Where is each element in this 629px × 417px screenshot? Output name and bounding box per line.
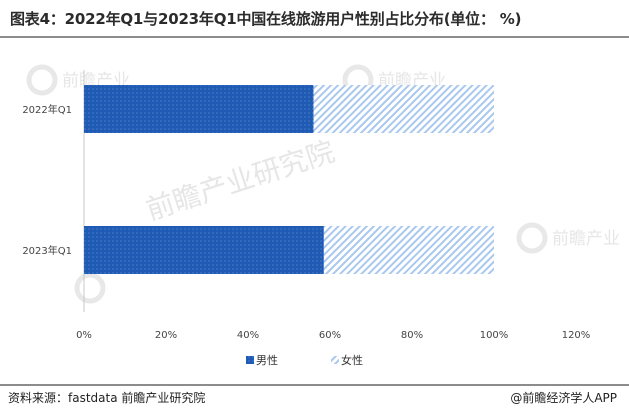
- title-divider: [0, 36, 629, 38]
- footer-divider: [0, 384, 629, 386]
- x-tick-label: 60%: [319, 330, 341, 341]
- bar-segment-male: [84, 226, 324, 274]
- source-note: 资料来源：fastdata 前瞻产业研究院: [8, 391, 206, 405]
- watermark-logo-icon: [26, 64, 58, 96]
- bar-segment-male: [84, 85, 314, 133]
- watermark-text: 前瞻产业: [552, 229, 620, 249]
- x-tick-label: 120%: [562, 330, 591, 341]
- legend-female-swatch: [331, 356, 339, 364]
- category-label: 2023年Q1: [22, 244, 72, 257]
- chart-title: 图表4：2022年Q1与2023年Q1中国在线旅游用户性别占比分布(单位： %): [10, 10, 522, 28]
- legend-male-swatch: [246, 356, 254, 364]
- legend-male-label: 男性: [256, 353, 278, 367]
- legend-female-label: 女性: [341, 353, 363, 367]
- x-tick-label: 100%: [480, 330, 509, 341]
- watermark-logo-icon: [516, 222, 548, 254]
- bar-segment-female: [313, 85, 494, 133]
- category-label: 2022年Q1: [22, 103, 72, 116]
- x-tick-label: 20%: [155, 330, 177, 341]
- x-tick-label: 40%: [237, 330, 259, 341]
- watermark-text: 前瞻产业研究院: [142, 135, 339, 227]
- x-tick-label: 0%: [76, 330, 92, 341]
- x-tick-label: 80%: [401, 330, 423, 341]
- bar-segment-female: [323, 226, 494, 274]
- watermark-logo-icon: [74, 272, 106, 304]
- brand-credit: @前瞻经济学人APP: [510, 391, 617, 405]
